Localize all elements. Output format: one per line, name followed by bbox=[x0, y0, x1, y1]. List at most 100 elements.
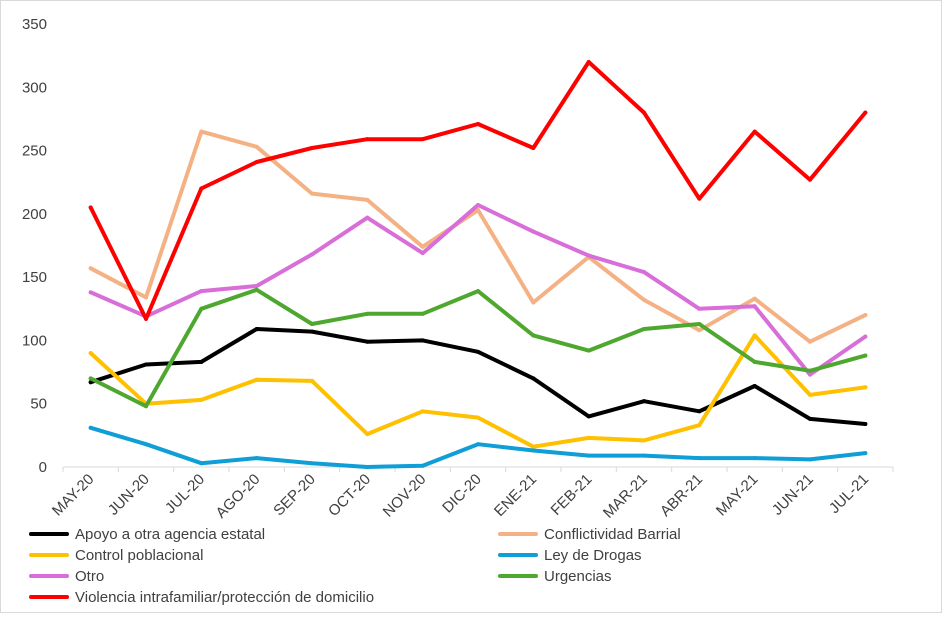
data-point bbox=[199, 306, 204, 311]
data-point bbox=[310, 321, 314, 326]
data-point bbox=[531, 333, 536, 338]
data-point bbox=[808, 416, 812, 421]
legend-item: Apoyo a otra agencia estatal bbox=[29, 526, 265, 543]
data-point bbox=[254, 144, 259, 149]
data-point bbox=[88, 376, 93, 381]
series-5 bbox=[88, 202, 868, 377]
data-point bbox=[808, 392, 812, 397]
legend-label: Apoyo a otra agencia estatal bbox=[75, 526, 265, 543]
x-tick-label: AGO-20 bbox=[213, 471, 264, 522]
data-point bbox=[420, 463, 425, 468]
data-point bbox=[752, 359, 757, 364]
data-point bbox=[642, 453, 646, 458]
data-point bbox=[310, 252, 314, 257]
x-tick-label: DIC-20 bbox=[439, 471, 485, 517]
data-point bbox=[642, 399, 646, 404]
data-point bbox=[365, 311, 370, 316]
data-point bbox=[808, 339, 812, 344]
data-point bbox=[808, 368, 812, 373]
legend-item: Conflictividad Barrial bbox=[498, 526, 681, 543]
legend-item: Otro bbox=[29, 568, 104, 585]
data-point bbox=[642, 327, 646, 332]
legend-label: Control poblacional bbox=[75, 547, 203, 564]
data-point bbox=[531, 448, 536, 453]
data-point bbox=[586, 59, 591, 64]
data-point bbox=[642, 110, 646, 115]
data-point bbox=[365, 432, 370, 437]
x-tick-label: MAR-21 bbox=[600, 471, 651, 522]
data-point bbox=[254, 284, 259, 289]
data-point bbox=[310, 461, 314, 466]
data-point bbox=[88, 205, 93, 210]
data-point bbox=[752, 296, 757, 301]
series-line bbox=[88, 425, 868, 469]
data-point bbox=[863, 451, 868, 456]
data-point bbox=[476, 208, 480, 213]
x-axis: MAY-20 JUN-20 JUL-20 AGO-20 SEP-20 OCT-20 NOV-… bbox=[49, 466, 894, 522]
data-point bbox=[697, 196, 702, 201]
data-point bbox=[420, 251, 425, 256]
data-point bbox=[310, 378, 314, 383]
series-7 bbox=[88, 59, 868, 321]
series-1 bbox=[88, 327, 868, 426]
data-point bbox=[199, 461, 204, 466]
data-point bbox=[697, 456, 702, 461]
data-point bbox=[808, 457, 812, 462]
data-point bbox=[476, 442, 480, 447]
data-point bbox=[531, 376, 536, 381]
data-point bbox=[88, 425, 93, 430]
data-point bbox=[88, 380, 93, 385]
legend-label: Otro bbox=[75, 568, 104, 585]
data-point bbox=[586, 453, 591, 458]
y-tick-label: 300 bbox=[22, 79, 47, 96]
data-point bbox=[199, 186, 204, 191]
data-point bbox=[863, 421, 868, 426]
data-point bbox=[752, 304, 757, 309]
data-point bbox=[254, 327, 259, 332]
x-tick-label: SEP-20 bbox=[270, 471, 319, 520]
data-point bbox=[863, 334, 868, 339]
data-point bbox=[144, 316, 148, 321]
data-point bbox=[531, 229, 536, 234]
data-point bbox=[586, 253, 591, 258]
legend: Apoyo a otra agencia estatal Conflictivid… bbox=[29, 526, 681, 606]
data-point bbox=[642, 270, 646, 275]
y-axis: 0 50 100 150 200 250 300 350 bbox=[22, 16, 47, 476]
data-point bbox=[420, 244, 425, 249]
data-point bbox=[642, 297, 646, 302]
data-point bbox=[365, 339, 370, 344]
data-point bbox=[476, 202, 480, 207]
legend-label: Ley de Drogas bbox=[544, 547, 642, 564]
data-point bbox=[254, 377, 259, 382]
data-point bbox=[88, 290, 93, 295]
series-line bbox=[88, 129, 868, 344]
data-point bbox=[144, 362, 148, 367]
data-point bbox=[531, 146, 536, 151]
data-point bbox=[199, 289, 204, 294]
data-point bbox=[476, 121, 480, 126]
data-point bbox=[420, 338, 425, 343]
data-point bbox=[310, 329, 314, 334]
data-point bbox=[586, 435, 591, 440]
data-point bbox=[420, 311, 425, 316]
series-2 bbox=[88, 129, 868, 344]
legend-label: Violencia intrafamiliar/protección de do… bbox=[75, 589, 374, 606]
data-point bbox=[476, 415, 480, 420]
legend-label: Urgencias bbox=[544, 568, 612, 585]
legend-item: Violencia intrafamiliar/protección de do… bbox=[29, 589, 374, 606]
data-point bbox=[254, 287, 259, 292]
x-tick-label: JUL-20 bbox=[162, 471, 208, 517]
y-tick-label: 250 bbox=[22, 143, 47, 160]
x-tick-label: JUL-21 bbox=[826, 471, 872, 517]
data-point bbox=[199, 359, 204, 364]
data-point bbox=[476, 349, 480, 354]
data-point bbox=[863, 313, 868, 318]
y-tick-label: 0 bbox=[39, 459, 47, 476]
legend-item: Ley de Drogas bbox=[498, 547, 642, 564]
data-point bbox=[310, 191, 314, 196]
x-tick-label: JUN-20 bbox=[105, 471, 153, 519]
data-point bbox=[365, 137, 370, 142]
legend-item: Urgencias bbox=[498, 568, 612, 585]
data-point bbox=[199, 129, 204, 134]
